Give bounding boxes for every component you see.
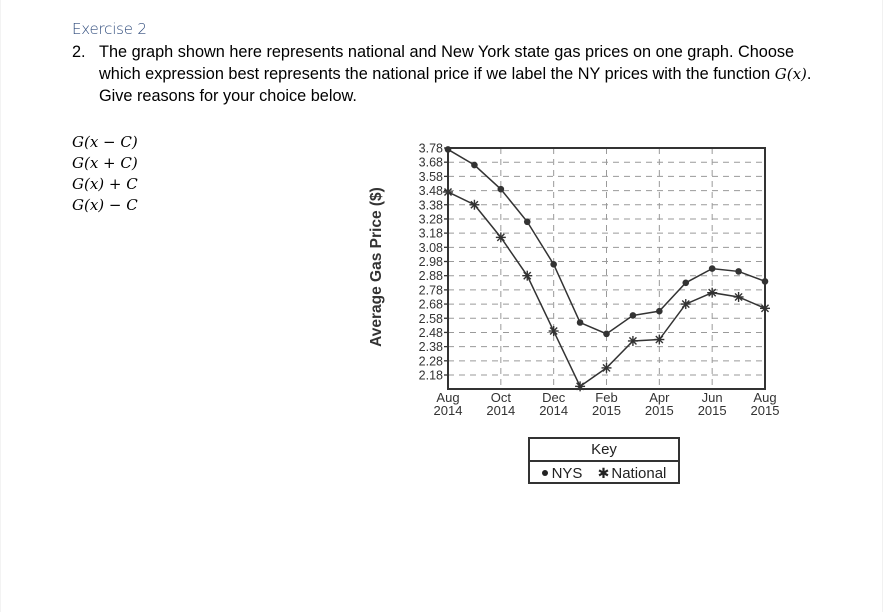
function-label: G(x) <box>774 65 807 83</box>
national-point-marker <box>627 335 638 346</box>
national-point-marker <box>495 232 506 243</box>
nys-point-marker <box>629 312 637 319</box>
x-tick-year: 2015 <box>751 403 780 418</box>
choice-3: G(x) + C <box>72 175 138 193</box>
choice-1: G(x − C) <box>72 133 138 151</box>
nys-point-marker <box>497 185 505 193</box>
x-tick-year: 2015 <box>645 403 674 418</box>
question-text-before: The graph shown here represents national… <box>99 43 795 83</box>
y-tick-label: 2.88 <box>419 269 443 283</box>
x-tick-year: 2014 <box>539 403 568 418</box>
legend-nys-label: NYS <box>551 464 583 482</box>
y-tick-label: 3.58 <box>419 170 443 184</box>
y-tick-label: 2.18 <box>419 369 443 383</box>
x-axis-ticks: Aug2014Oct2014Dec2014Feb2015Apr2015Jun20… <box>434 390 780 418</box>
x-tick-month: Dec <box>542 390 566 405</box>
y-tick-label: 3.68 <box>419 156 443 170</box>
y-tick-label: 2.58 <box>419 312 443 326</box>
chart-legend: Key NYS ✱ National <box>528 437 680 484</box>
nys-point-marker <box>471 161 478 169</box>
x-tick-year: 2015 <box>698 403 727 418</box>
asterisk-marker-icon: ✱ <box>597 465 610 481</box>
question-body: The graph shown here represents national… <box>99 41 832 107</box>
answer-choices: G(x − C) G(x + C) G(x) + C G(x) − C <box>72 132 138 216</box>
national-point-marker <box>548 326 559 337</box>
exercise-heading: Exercise 2 <box>72 20 147 38</box>
x-tick-month: Feb <box>595 390 617 405</box>
national-point-marker <box>469 199 480 210</box>
y-tick-label: 2.38 <box>419 340 443 354</box>
question-text: 2. The graph shown here represents natio… <box>72 41 832 107</box>
y-tick-label: 3.28 <box>419 212 443 226</box>
y-tick-label: 2.78 <box>419 283 443 297</box>
nys-point-marker <box>682 279 690 287</box>
filled-circle-marker-icon <box>541 470 548 476</box>
plot-frame <box>447 147 766 390</box>
nys-point-marker <box>735 268 742 275</box>
x-tick-month: Apr <box>649 390 670 405</box>
y-tick-label: 2.98 <box>419 255 443 269</box>
y-tick-label: 2.48 <box>419 326 443 340</box>
x-tick-year: 2014 <box>434 403 463 418</box>
question-number: 2. <box>72 43 86 61</box>
nys-point-marker <box>656 307 663 315</box>
x-tick-year: 2015 <box>592 403 621 418</box>
legend-national-label: National <box>611 464 667 482</box>
legend-row: NYS ✱ National <box>530 462 678 484</box>
legend-item-nys: NYS <box>541 464 583 482</box>
national-point-marker <box>680 299 691 310</box>
y-tick-label: 3.38 <box>419 198 443 212</box>
national-point-marker <box>522 270 533 281</box>
y-tick-label: 3.18 <box>419 227 443 241</box>
nys-point-marker <box>550 261 557 268</box>
y-tick-label: 3.48 <box>419 184 443 198</box>
choice-2: G(x + C) <box>72 154 138 172</box>
national-point-marker <box>707 287 718 298</box>
y-tick-label: 2.28 <box>419 354 443 368</box>
x-tick-month: Aug <box>436 390 459 405</box>
legend-item-national: ✱ National <box>598 465 667 482</box>
national-point-marker <box>601 362 612 373</box>
y-axis-ticks: 3.783.683.583.483.383.283.183.082.982.88… <box>419 142 448 383</box>
nys-point-marker <box>523 218 531 226</box>
y-tick-label: 3.08 <box>419 241 443 255</box>
chart-series <box>443 146 770 392</box>
legend-title: Key <box>530 439 678 462</box>
y-tick-label: 3.78 <box>419 142 443 156</box>
nys-point-marker <box>576 319 584 326</box>
y-tick-label: 2.68 <box>419 298 443 312</box>
nys-point-marker <box>603 330 610 338</box>
x-tick-month: Oct <box>491 390 512 405</box>
choice-4: G(x) − C <box>72 196 138 214</box>
question-text-after: . Give reasons for your choice below. <box>99 65 812 105</box>
x-tick-month: Jun <box>702 390 723 405</box>
national-point-marker <box>733 291 744 302</box>
national-point-marker <box>654 334 665 345</box>
nys-point-marker <box>708 265 716 272</box>
x-tick-month: Aug <box>753 390 776 405</box>
x-tick-year: 2014 <box>486 403 515 418</box>
